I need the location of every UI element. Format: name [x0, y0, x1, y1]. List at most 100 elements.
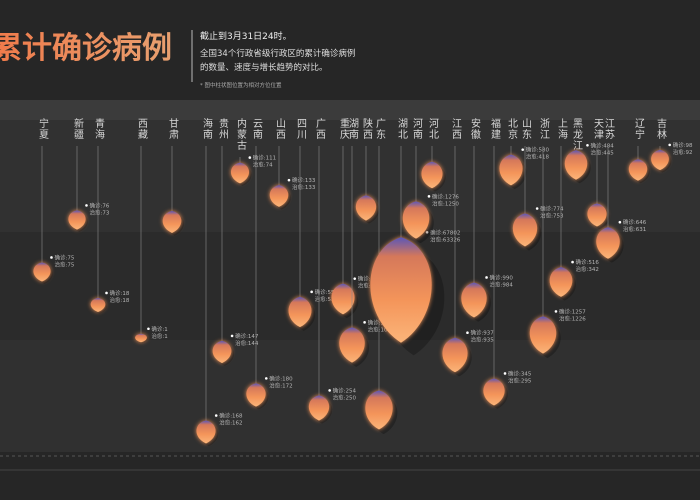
note: * 图中柱状图位置为相对方位位置 [200, 81, 282, 89]
chart-title: 累计确诊病例 [0, 31, 172, 66]
province-name: 海南 [201, 117, 213, 140]
province-name: 甘肃 [167, 117, 179, 140]
label-dot [521, 148, 525, 151]
lantern [230, 162, 250, 184]
province-name: 河南 [411, 118, 423, 140]
lantern [212, 340, 232, 364]
label-dot [363, 321, 366, 324]
lantern [564, 150, 588, 180]
label-dot [425, 231, 429, 234]
value-label: 治愈:536 [315, 295, 339, 303]
province-name: 辽宁 [633, 118, 645, 140]
province-name: 上海 [556, 118, 568, 140]
label-dot [571, 260, 574, 264]
value-label: 确诊:111 [253, 154, 276, 162]
value-label: 治愈:342 [576, 265, 599, 273]
label-dot [618, 220, 622, 224]
province-name: 天津 [592, 118, 604, 140]
label-dot [264, 377, 268, 380]
label-dot [287, 178, 291, 182]
value-label: 确诊:76 [89, 201, 109, 209]
value-label: 确诊:484 [590, 141, 614, 149]
label-dot [147, 327, 150, 331]
value-label: 确诊:98 [673, 141, 693, 149]
province-name: 四川 [295, 118, 307, 140]
lantern [442, 337, 468, 373]
province-name: 吉林 [655, 118, 667, 140]
lantern [246, 383, 266, 407]
lantern [365, 390, 393, 430]
value-label: 确诊:254 [333, 386, 357, 394]
lantern [355, 195, 377, 221]
value-label: 治愈:1 [151, 332, 167, 340]
value-label: 确诊:147 [235, 332, 259, 340]
lantern [331, 283, 355, 315]
value-label: 确诊:75 [54, 253, 74, 261]
value-label: 治愈:250 [333, 393, 357, 401]
value-label: 治愈:144 [235, 339, 259, 347]
lantern [196, 420, 216, 444]
province-name: 山西 [274, 118, 286, 140]
province-name: 湖北 [396, 118, 408, 140]
province-name: 广东 [374, 118, 386, 140]
label-dot [310, 290, 313, 294]
value-label: 确诊:990 [490, 273, 514, 281]
value-label: 治愈:1250 [432, 199, 459, 207]
province-name: 云南 [251, 118, 263, 140]
province-name: 内蒙古 [235, 117, 247, 151]
province-name: 重庆 [338, 117, 350, 140]
value-label: 治愈:18 [110, 296, 130, 304]
value-label: 确诊:937 [470, 329, 494, 337]
province-name: 山东 [520, 118, 532, 140]
value-label: 确诊:1 [151, 325, 167, 333]
lantern [339, 327, 365, 363]
province-name: 福建 [489, 117, 501, 140]
value-label: 治愈:295 [508, 376, 532, 384]
province-name: 北京 [506, 118, 518, 140]
province-name: 江苏 [603, 118, 615, 140]
lantern [512, 213, 538, 247]
value-label: 治愈:753 [540, 212, 564, 220]
value-label: 治愈:570 [358, 282, 382, 290]
province-name: 西藏 [136, 118, 148, 140]
lantern [529, 316, 557, 354]
lantern [483, 378, 505, 406]
value-label: 确诊:552 [315, 288, 338, 296]
province-name: 新疆 [72, 117, 84, 140]
lantern [68, 210, 86, 230]
label-dot [535, 207, 539, 210]
value-label: 治愈:73 [89, 208, 109, 216]
province-name: 江西 [450, 118, 462, 140]
lantern [549, 267, 573, 297]
label-dot [466, 331, 469, 335]
value-label: 确诊:345 [508, 369, 532, 377]
label-dot [554, 310, 558, 313]
label-dot [668, 143, 671, 147]
value-label: 确诊:646 [623, 218, 647, 226]
label-dot [50, 256, 53, 259]
subtitle: 的数量、速度与增长趋势的对比。 [200, 62, 328, 73]
value-label: 治愈:1014 [368, 325, 395, 333]
label-dot [105, 291, 108, 295]
value-label: 确诊:579 [358, 275, 382, 283]
province-name: 陕西 [361, 117, 373, 140]
value-label: 确诊:1276 [432, 192, 459, 200]
lantern [135, 333, 147, 343]
lantern [651, 149, 669, 171]
value-label: 治愈:445 [590, 148, 614, 156]
value-label: 治愈:935 [470, 336, 494, 344]
province-name: 广西 [314, 118, 326, 140]
lantern [421, 161, 443, 189]
province-name: 安徽 [469, 117, 481, 140]
value-label: 确诊:180 [269, 374, 293, 382]
province-name: 浙江 [538, 118, 550, 140]
value-label: 确诊:1257 [559, 307, 586, 315]
lantern [628, 159, 648, 181]
value-label: 治愈:75 [54, 260, 74, 268]
value-label: 确诊:67802 [430, 228, 460, 236]
band [0, 232, 700, 340]
value-label: 治愈:418 [526, 153, 550, 161]
label-dot [427, 195, 431, 198]
